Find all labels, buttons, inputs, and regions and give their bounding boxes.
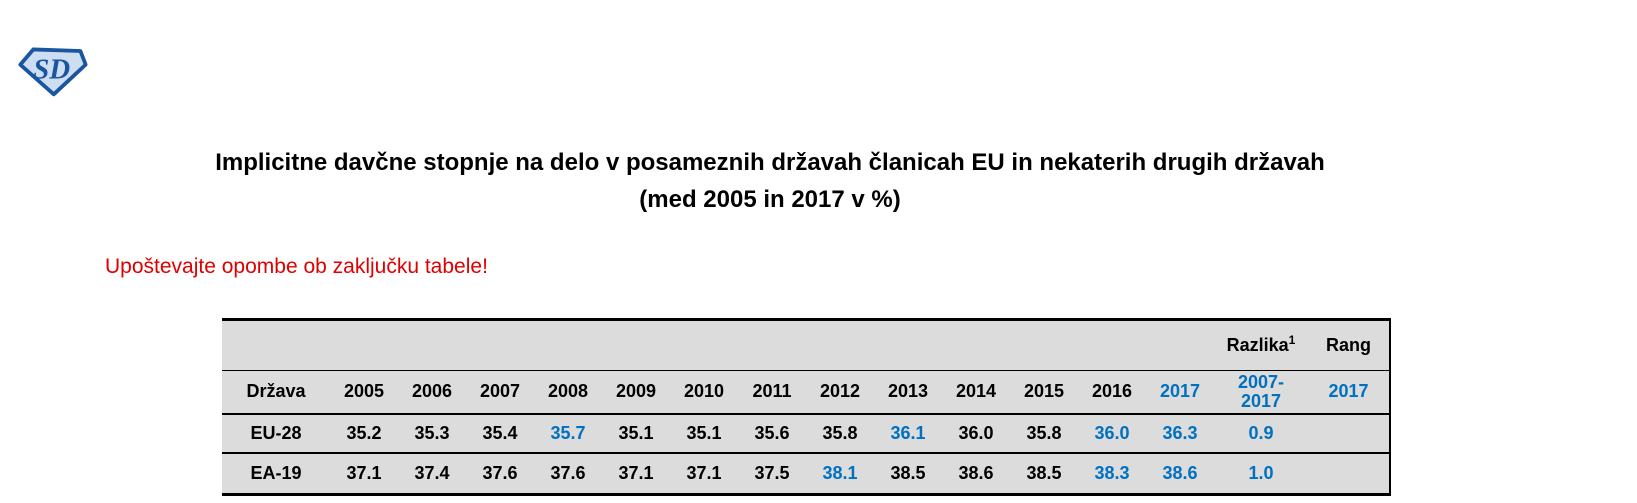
header-row-years: Država 2005 2006 2007 2008 2009 2010 201… [222,370,1390,415]
razlika-cell: 1.0 [1248,462,1274,483]
value-cell: 35.4 [466,413,534,454]
value-cell: 37.6 [550,462,586,483]
col-header-2013: 2013 [874,370,942,415]
data-table: Razlika1 Rang Država 2005 2006 2007 2008… [222,318,1391,496]
value-cell: 36.0 [1078,413,1146,454]
value-cell: 35.3 [398,413,466,454]
value-cell: 38.6 [1162,462,1198,483]
col-header-2012: 2012 [806,370,874,415]
sd-diamond-logo-icon: SD [15,44,91,99]
col-header-country: Država [222,370,330,415]
razlika-period-line2: 2017 [1240,390,1282,411]
value-cell: 37.5 [754,462,790,483]
table-row-ea19: EA-19 37.1 37.4 37.6 37.6 37.1 37.1 37.5… [222,453,1390,495]
col-header-rang-year: 2017 [1308,370,1390,415]
header-top-spacer [222,319,1214,371]
value-cell: 35.8 [806,413,874,454]
value-cell: 36.0 [942,413,1010,454]
value-cell: 36.1 [874,413,942,454]
col-header-2017: 2017 [1146,370,1214,415]
value-cell: 37.1 [686,462,722,483]
header-row-top: Razlika1 Rang [222,319,1390,371]
col-header-2016: 2016 [1078,370,1146,415]
col-header-razlika-period: 2007- 2017 [1214,370,1308,415]
value-cell: 37.4 [414,462,450,483]
col-header-2005: 2005 [330,370,398,415]
rang-cell [1308,413,1390,454]
page-subtitle: (med 2005 in 2017 v %) [639,186,901,213]
col-header-2007: 2007 [466,370,534,415]
col-header-2011: 2011 [738,370,806,415]
value-cell: 38.1 [822,462,858,483]
value-cell: 38.5 [1026,462,1062,483]
col-header-razlika: Razlika1 [1214,319,1308,371]
title-block: Implicitne davčne stopnje na delo v posa… [0,144,1540,218]
table-container: Razlika1 Rang Država 2005 2006 2007 2008… [222,318,1391,496]
page-title: Implicitne davčne stopnje na delo v posa… [215,149,1325,176]
value-cell: 37.1 [346,462,382,483]
col-header-rang: Rang [1308,319,1390,371]
value-cell: 37.1 [618,462,654,483]
value-cell: 38.5 [890,462,926,483]
country-cell: EU-28 [222,413,330,454]
razlika-cell: 0.9 [1214,413,1308,454]
rang-cell [1308,453,1390,495]
col-header-2010: 2010 [670,370,738,415]
razlika-label: Razlika [1226,335,1289,355]
note-text: Upoštevajte opombe ob zaključku tabele! [105,255,488,278]
value-cell: 38.3 [1094,462,1130,483]
razlika-period-line1: 2007- [1237,371,1285,392]
col-header-2014: 2014 [942,370,1010,415]
value-cell: 35.1 [670,413,738,454]
col-header-2015: 2015 [1010,370,1078,415]
table-row-eu28: EU-28 35.2 35.3 35.4 35.7 35.1 35.1 35.6… [222,413,1390,454]
value-cell: 35.8 [1010,413,1078,454]
value-cell: 35.7 [534,413,602,454]
col-header-2006: 2006 [398,370,466,415]
value-cell: 37.6 [482,462,518,483]
value-cell: 35.6 [738,413,806,454]
logo-letters: SD [33,53,70,85]
col-header-2009: 2009 [602,370,670,415]
footnote-marker: 1 [1288,333,1296,347]
value-cell: 35.2 [330,413,398,454]
col-header-2008: 2008 [534,370,602,415]
value-cell: 38.6 [958,462,994,483]
country-cell: EA-19 [250,462,302,483]
value-cell: 36.3 [1146,413,1214,454]
value-cell: 35.1 [602,413,670,454]
